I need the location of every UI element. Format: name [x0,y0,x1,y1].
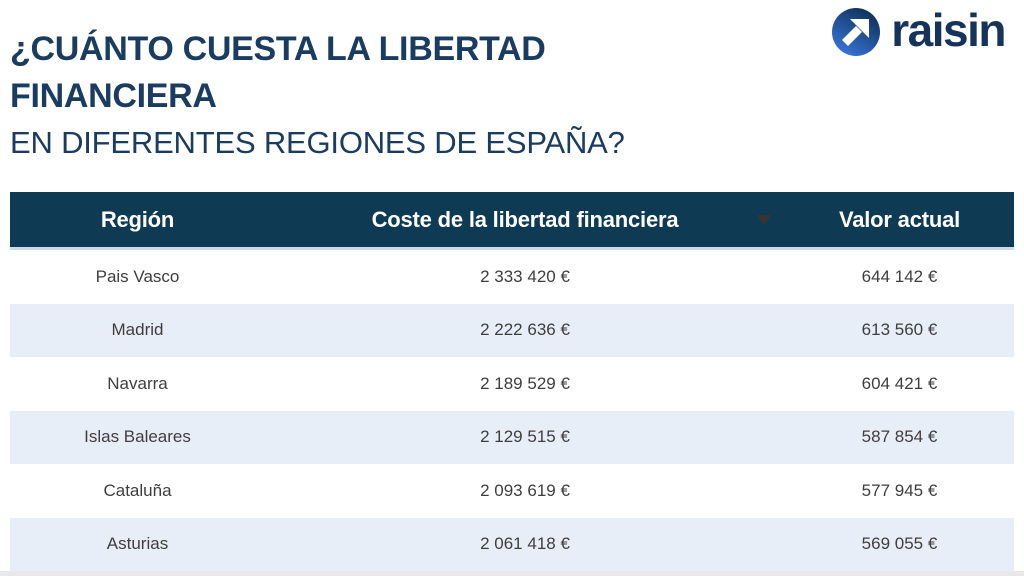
region-cell: Asturias [106,534,169,554]
regions-table: Región Coste de la libertad financiera V… [10,192,1014,571]
page-subtitle: EN DIFERENTES REGIONES DE ESPAÑA? [10,125,625,160]
valor-cell: 604 421 € [861,373,938,393]
table-row: Navarra 2 189 529 € 604 421 € [10,357,1014,411]
bottom-strip [0,571,1024,576]
valor-cell: 569 055 € [861,534,938,554]
coste-cell: 2 222 636 € [480,320,570,340]
column-header-coste[interactable]: Coste de la libertad financiera [265,207,785,233]
region-cell: Pais Vasco [95,266,180,286]
valor-cell: 644 142 € [861,266,938,286]
table-row: Madrid 2 222 636 € 613 560 € [10,303,1014,357]
column-header-region[interactable]: Región [100,206,175,232]
table-row: Cataluña 2 093 619 € 577 945 € [10,464,1014,518]
page-title-line2: FINANCIERA [10,77,217,115]
page-title: ¿CUÁNTO CUESTA LA LIBERTAD FINANCIERA [10,26,1014,120]
coste-cell: 2 093 619 € [480,480,570,500]
logo-wordmark: raisin [891,4,1006,56]
region-cell: Islas Baleares [84,427,191,447]
region-cell: Navarra [107,373,168,393]
coste-cell: 2 061 418 € [480,534,570,554]
table-header-row: Región Coste de la libertad financiera V… [10,192,1014,250]
table-row: Asturias 2 061 418 € 569 055 € [10,517,1014,571]
coste-cell: 2 333 420 € [480,266,570,286]
arrow-up-right-circle-icon [832,8,881,56]
valor-cell: 577 945 € [861,480,938,500]
table-row: Islas Baleares 2 129 515 € 587 854 € [10,410,1014,464]
page-header: ¿CUÁNTO CUESTA LA LIBERTAD FINANCIERA EN… [0,0,1024,166]
valor-cell: 613 560 € [861,320,938,340]
table-row: Pais Vasco 2 333 420 € 644 142 € [10,250,1014,304]
page-title-line1: ¿CUÁNTO CUESTA LA LIBERTAD [10,30,546,68]
valor-cell: 587 854 € [861,427,938,447]
column-header-valor[interactable]: Valor actual [838,206,961,232]
column-header-coste-label: Coste de la libertad financiera [371,206,679,232]
region-cell: Madrid [111,320,164,340]
coste-cell: 2 129 515 € [480,427,570,447]
raisin-logo: raisin [832,4,1006,56]
coste-cell: 2 189 529 € [480,373,570,393]
region-cell: Cataluña [103,480,172,500]
sort-desc-icon[interactable] [757,214,771,225]
